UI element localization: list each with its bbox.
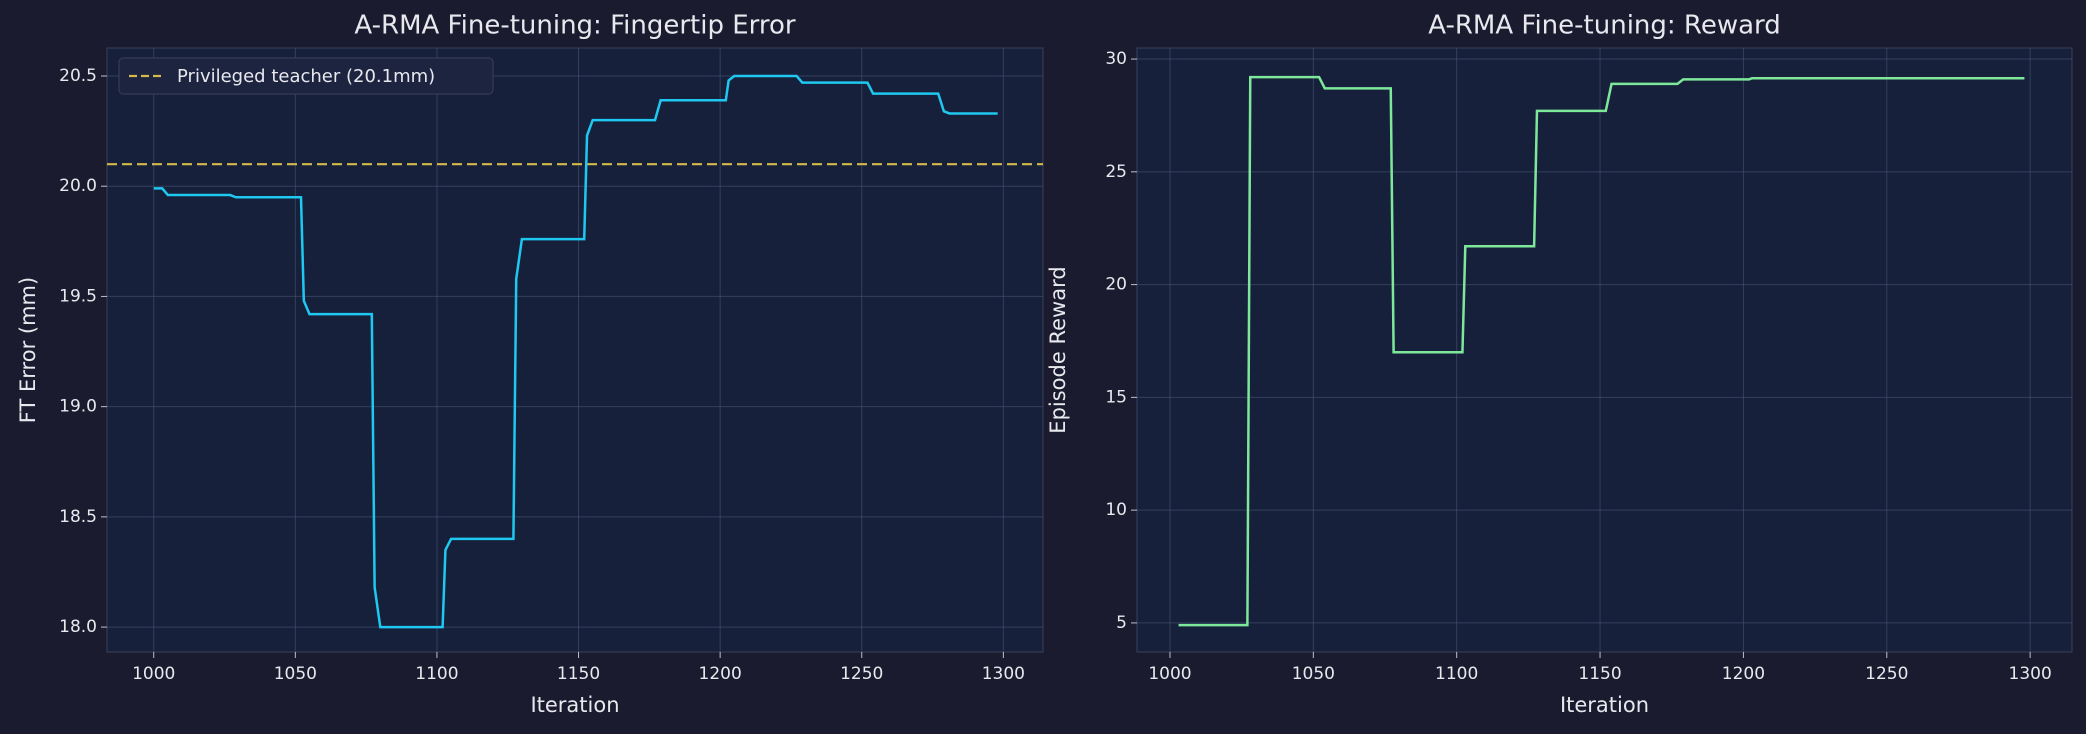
- x-tick-label: 1000: [1148, 664, 1191, 684]
- y-tick-label: 10: [1105, 500, 1127, 520]
- y-tick-label: 18.0: [59, 617, 97, 637]
- plot-area: [106, 47, 1044, 653]
- x-tick-label: 1300: [982, 664, 1025, 684]
- x-tick-label: 1200: [699, 664, 742, 684]
- x-axis-label: Iteration: [1560, 693, 1649, 717]
- x-tick-label: 1250: [1865, 664, 1908, 684]
- y-tick-label: 15: [1105, 387, 1127, 407]
- y-tick-label: 18.5: [59, 507, 97, 527]
- x-axis-label: Iteration: [530, 693, 619, 717]
- x-tick-label: 1050: [274, 664, 317, 684]
- x-tick-label: 1200: [1722, 664, 1765, 684]
- legend-label: Privileged teacher (20.1mm): [177, 66, 435, 87]
- y-tick-label: 19.0: [59, 397, 97, 417]
- y-axis-label: FT Error (mm): [16, 277, 40, 423]
- chart-title: A-RMA Fine-tuning: Reward: [1428, 11, 1781, 41]
- x-tick-label: 1000: [132, 664, 175, 684]
- x-tick-label: 1100: [415, 664, 458, 684]
- x-tick-label: 1150: [557, 664, 600, 684]
- y-tick-label: 5: [1116, 613, 1127, 633]
- chart-title: A-RMA Fine-tuning: Fingertip Error: [354, 11, 795, 41]
- plot-area: [1136, 47, 2073, 653]
- x-tick-label: 1150: [1578, 664, 1621, 684]
- x-tick-label: 1250: [840, 664, 883, 684]
- y-tick-label: 30: [1105, 49, 1127, 69]
- y-tick-label: 19.5: [59, 286, 97, 306]
- y-tick-label: 20.0: [59, 176, 97, 196]
- y-tick-label: 20.5: [59, 66, 97, 86]
- y-axis-label: Episode Reward: [1046, 266, 1070, 433]
- x-tick-label: 1300: [2009, 664, 2052, 684]
- data-line: [1178, 75, 2025, 627]
- x-tick-label: 1100: [1435, 664, 1478, 684]
- y-tick-label: 20: [1105, 275, 1127, 295]
- x-tick-label: 1050: [1292, 664, 1335, 684]
- legend-box: [118, 57, 494, 95]
- data-line: [153, 74, 998, 629]
- legend: Privileged teacher (20.1mm): [118, 57, 494, 95]
- y-tick-label: 25: [1105, 162, 1127, 182]
